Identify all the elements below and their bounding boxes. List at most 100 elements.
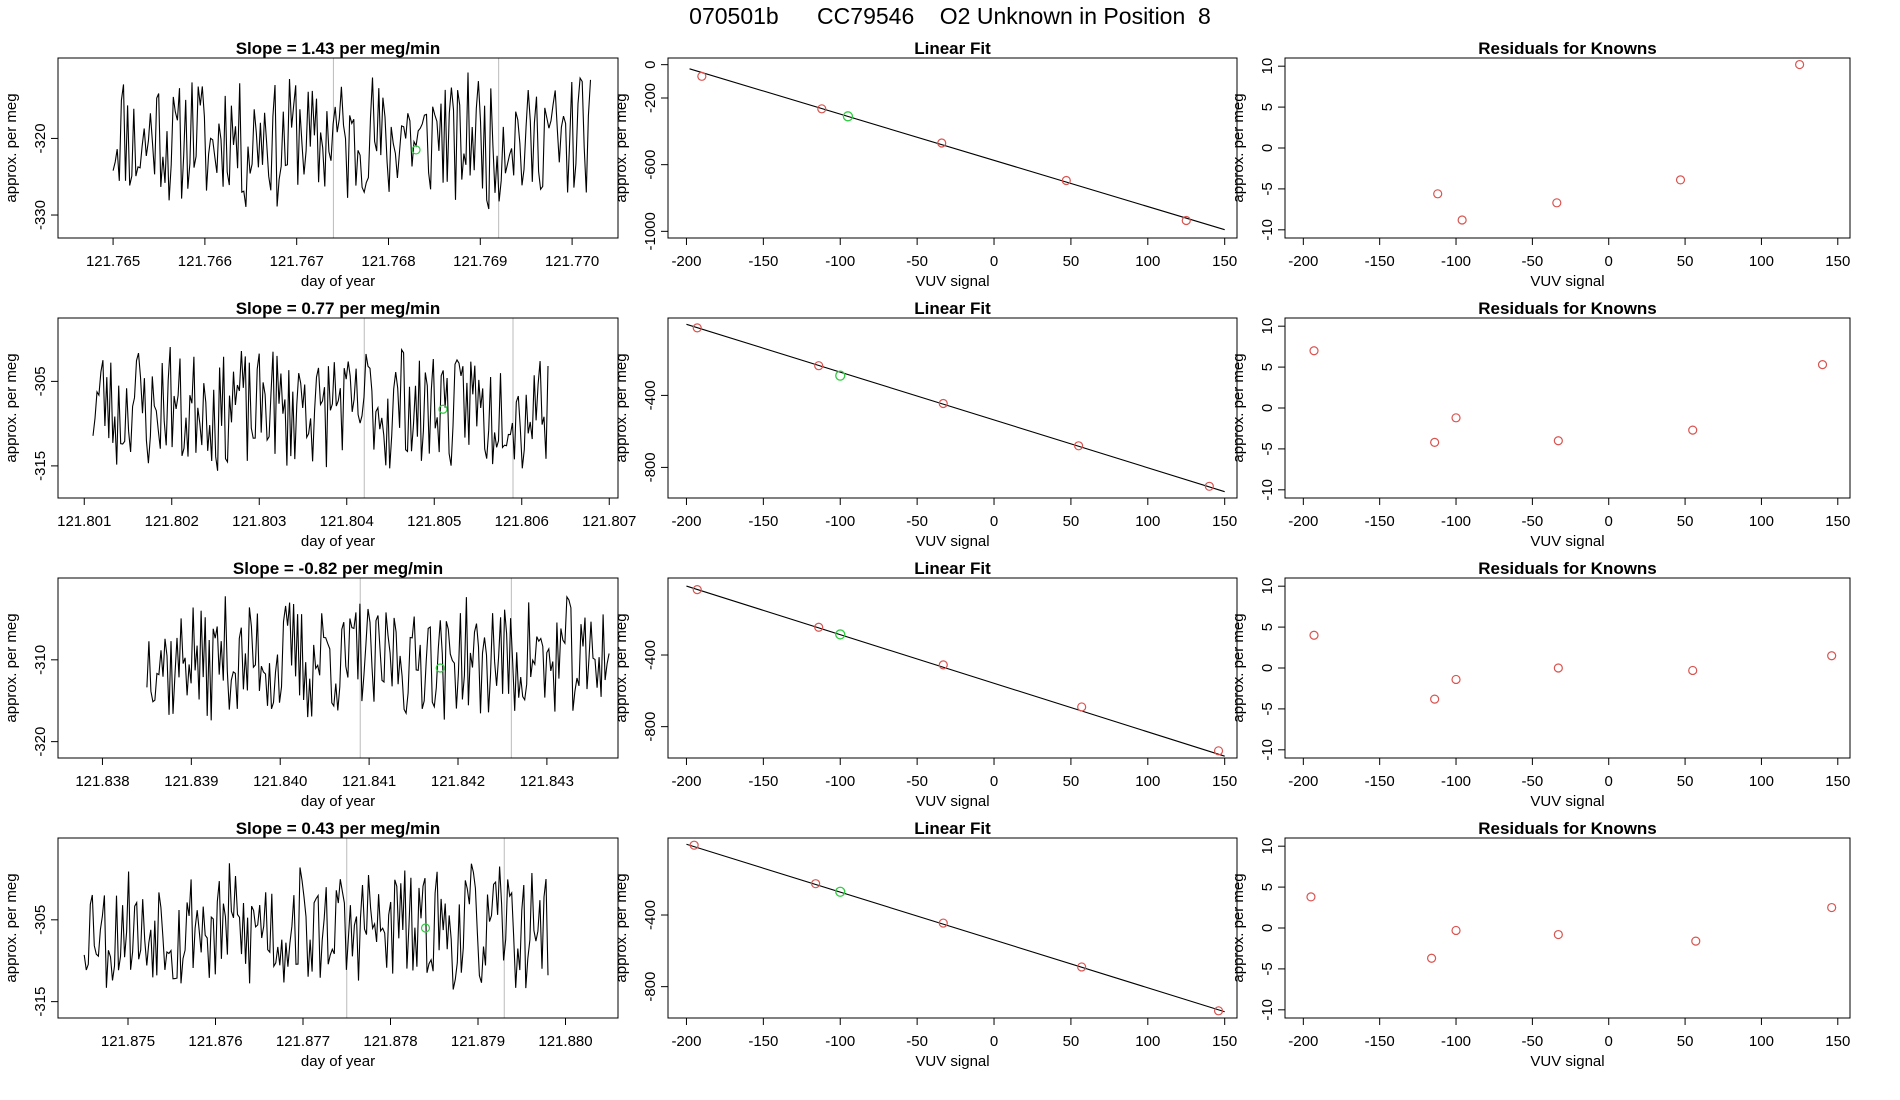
x-tick-label: 121.879 — [451, 1033, 505, 1050]
x-tick-label: -150 — [748, 253, 778, 270]
x-axis-label: VUV signal — [1530, 533, 1604, 550]
x-tick-label: 0 — [990, 513, 998, 530]
x-axis-label: VUV signal — [915, 1053, 989, 1070]
known-point — [1552, 198, 1562, 208]
unknown-point — [411, 145, 421, 155]
known-point — [1553, 929, 1563, 940]
y-tick-label: 5 — [1259, 363, 1276, 371]
x-tick-label: -200 — [671, 513, 701, 530]
plot-area — [92, 318, 549, 498]
x-tick-label: 121.804 — [320, 513, 374, 530]
y-axis-label: approx. per meg — [613, 873, 630, 982]
known-point — [1430, 437, 1440, 447]
plot-area — [112, 58, 592, 238]
plot-area — [1309, 346, 1828, 447]
x-tick-label: 121.807 — [582, 513, 636, 530]
x-tick-label: 121.843 — [520, 773, 574, 790]
known-point — [1691, 936, 1701, 946]
known-point — [1817, 360, 1828, 370]
chart-panel-row4-timeseries: Slope = 0.43 per meg/min day of year appro… — [3, 819, 619, 1070]
x-tick-label: 50 — [1677, 773, 1694, 790]
x-tick-label: -100 — [825, 773, 855, 790]
y-tick-label: -10 — [1259, 999, 1276, 1021]
fit-line — [686, 843, 1225, 1013]
y-axis-label: approx. per meg — [613, 93, 630, 202]
x-tick-label: -100 — [1441, 773, 1471, 790]
x-tick-label: 121.840 — [253, 773, 307, 790]
known-point — [1213, 1006, 1224, 1016]
chart-title: Slope = 1.43 per meg/min — [236, 39, 441, 58]
plot-frame — [1284, 317, 1851, 499]
x-tick-label: 121.770 — [545, 253, 599, 270]
x-tick-label: 150 — [1212, 1033, 1237, 1050]
x-axis-label: day of year — [301, 793, 375, 810]
x-tick-label: 100 — [1135, 253, 1160, 270]
x-axis-label: VUV signal — [915, 273, 989, 290]
unknown-point — [842, 111, 854, 122]
known-point — [1181, 215, 1191, 226]
y-tick-label: 0 — [1259, 924, 1276, 932]
x-tick-label: -200 — [671, 773, 701, 790]
x-tick-label: 0 — [1605, 253, 1613, 270]
known-point — [814, 361, 824, 371]
x-tick-label: 121.767 — [270, 253, 324, 270]
x-tick-label: 121.768 — [361, 253, 415, 270]
y-tick-label: -10 — [1259, 219, 1276, 241]
x-tick-label: -150 — [1365, 773, 1395, 790]
unknown-point — [438, 404, 448, 414]
known-point — [1688, 665, 1698, 676]
plot-area — [686, 840, 1225, 1016]
known-point — [817, 104, 827, 114]
y-axis-label: approx. per meg — [3, 873, 20, 982]
known-point — [697, 71, 707, 81]
known-point — [1451, 413, 1461, 423]
x-tick-label: 121.839 — [164, 773, 218, 790]
known-point — [1827, 651, 1837, 661]
x-tick-label: 0 — [990, 253, 998, 270]
x-tick-label: 100 — [1135, 773, 1160, 790]
y-tick-label: -800 — [642, 972, 659, 1002]
plot-area — [1309, 630, 1837, 704]
x-tick-label: 50 — [1677, 1033, 1694, 1050]
y-tick-label: -5 — [1259, 702, 1276, 715]
chart-panel-row3-linearfit: Linear Fit VUV signal approx. per meg -200 -… — [613, 559, 1238, 810]
x-tick-label: -50 — [1522, 513, 1544, 530]
x-tick-label: -100 — [1441, 253, 1471, 270]
y-axis-label: approx. per meg — [1230, 353, 1247, 462]
x-tick-label: 121.838 — [75, 773, 129, 790]
plot-area — [689, 68, 1225, 231]
unknown-point — [835, 370, 846, 381]
plot-frame — [57, 317, 619, 499]
x-tick-label: 100 — [1749, 513, 1774, 530]
y-tick-label: -10 — [1259, 739, 1276, 761]
x-tick-label: 121.875 — [101, 1033, 155, 1050]
x-tick-label: 150 — [1825, 773, 1850, 790]
x-tick-label: 0 — [990, 1033, 998, 1050]
known-point — [1074, 441, 1084, 451]
chart-panel-row4-residuals: Residuals for Knowns VUV signal approx. pe… — [1230, 819, 1851, 1070]
known-point — [1077, 962, 1087, 972]
y-tick-label: -200 — [642, 83, 659, 113]
known-point — [1688, 425, 1698, 435]
x-tick-label: 150 — [1825, 513, 1850, 530]
known-point — [692, 323, 702, 333]
x-tick-label: 0 — [1605, 1033, 1613, 1050]
known-point — [692, 585, 702, 595]
y-tick-label: -600 — [642, 150, 659, 180]
x-tick-label: -100 — [825, 1033, 855, 1050]
data-line — [92, 346, 549, 471]
x-tick-label: -200 — [671, 1033, 701, 1050]
x-tick-label: 150 — [1212, 253, 1237, 270]
y-tick-label: 0 — [1259, 144, 1276, 152]
known-point — [1795, 59, 1805, 70]
plot-area — [1306, 892, 1837, 963]
x-tick-label: -50 — [1522, 253, 1544, 270]
x-tick-label: 100 — [1135, 1033, 1160, 1050]
x-tick-label: -150 — [1365, 1033, 1395, 1050]
plot-frame — [667, 57, 1238, 239]
x-tick-label: -200 — [671, 253, 701, 270]
plot-area — [686, 585, 1225, 757]
x-tick-label: 50 — [1063, 253, 1080, 270]
known-point — [1204, 481, 1214, 491]
